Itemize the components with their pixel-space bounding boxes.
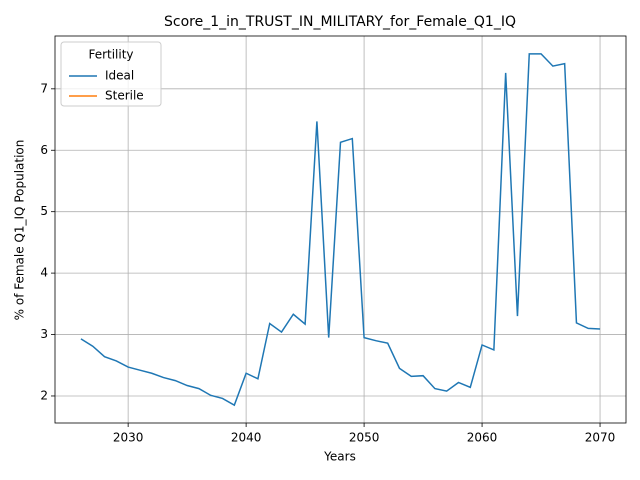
y-tick-label: 6: [40, 143, 48, 157]
legend-label: Ideal: [105, 69, 134, 83]
x-tick-label: 2070: [585, 431, 616, 445]
x-tick-label: 2030: [113, 431, 144, 445]
y-tick-label: 4: [40, 266, 48, 280]
x-tick-label: 2060: [467, 431, 498, 445]
x-tick-label: 2050: [349, 431, 380, 445]
y-tick-label: 5: [40, 204, 48, 218]
axes-frame: [54, 35, 627, 424]
y-tick-label: 7: [40, 81, 48, 95]
y-axis-label: % of Female Q1_IQ Population: [13, 140, 27, 321]
x-tick-label: 2040: [231, 431, 262, 445]
chart-title: Score_1_in_TRUST_IN_MILITARY_for_Female_…: [164, 14, 516, 30]
data-line: [80, 53, 601, 407]
x-axis-label: Years: [323, 450, 356, 464]
legend-label: Sterile: [105, 89, 144, 103]
y-tick-label: 2: [40, 388, 48, 402]
legend-title: Fertility: [88, 48, 133, 62]
y-tick-label: 3: [40, 327, 48, 341]
legend-box: [60, 41, 162, 107]
